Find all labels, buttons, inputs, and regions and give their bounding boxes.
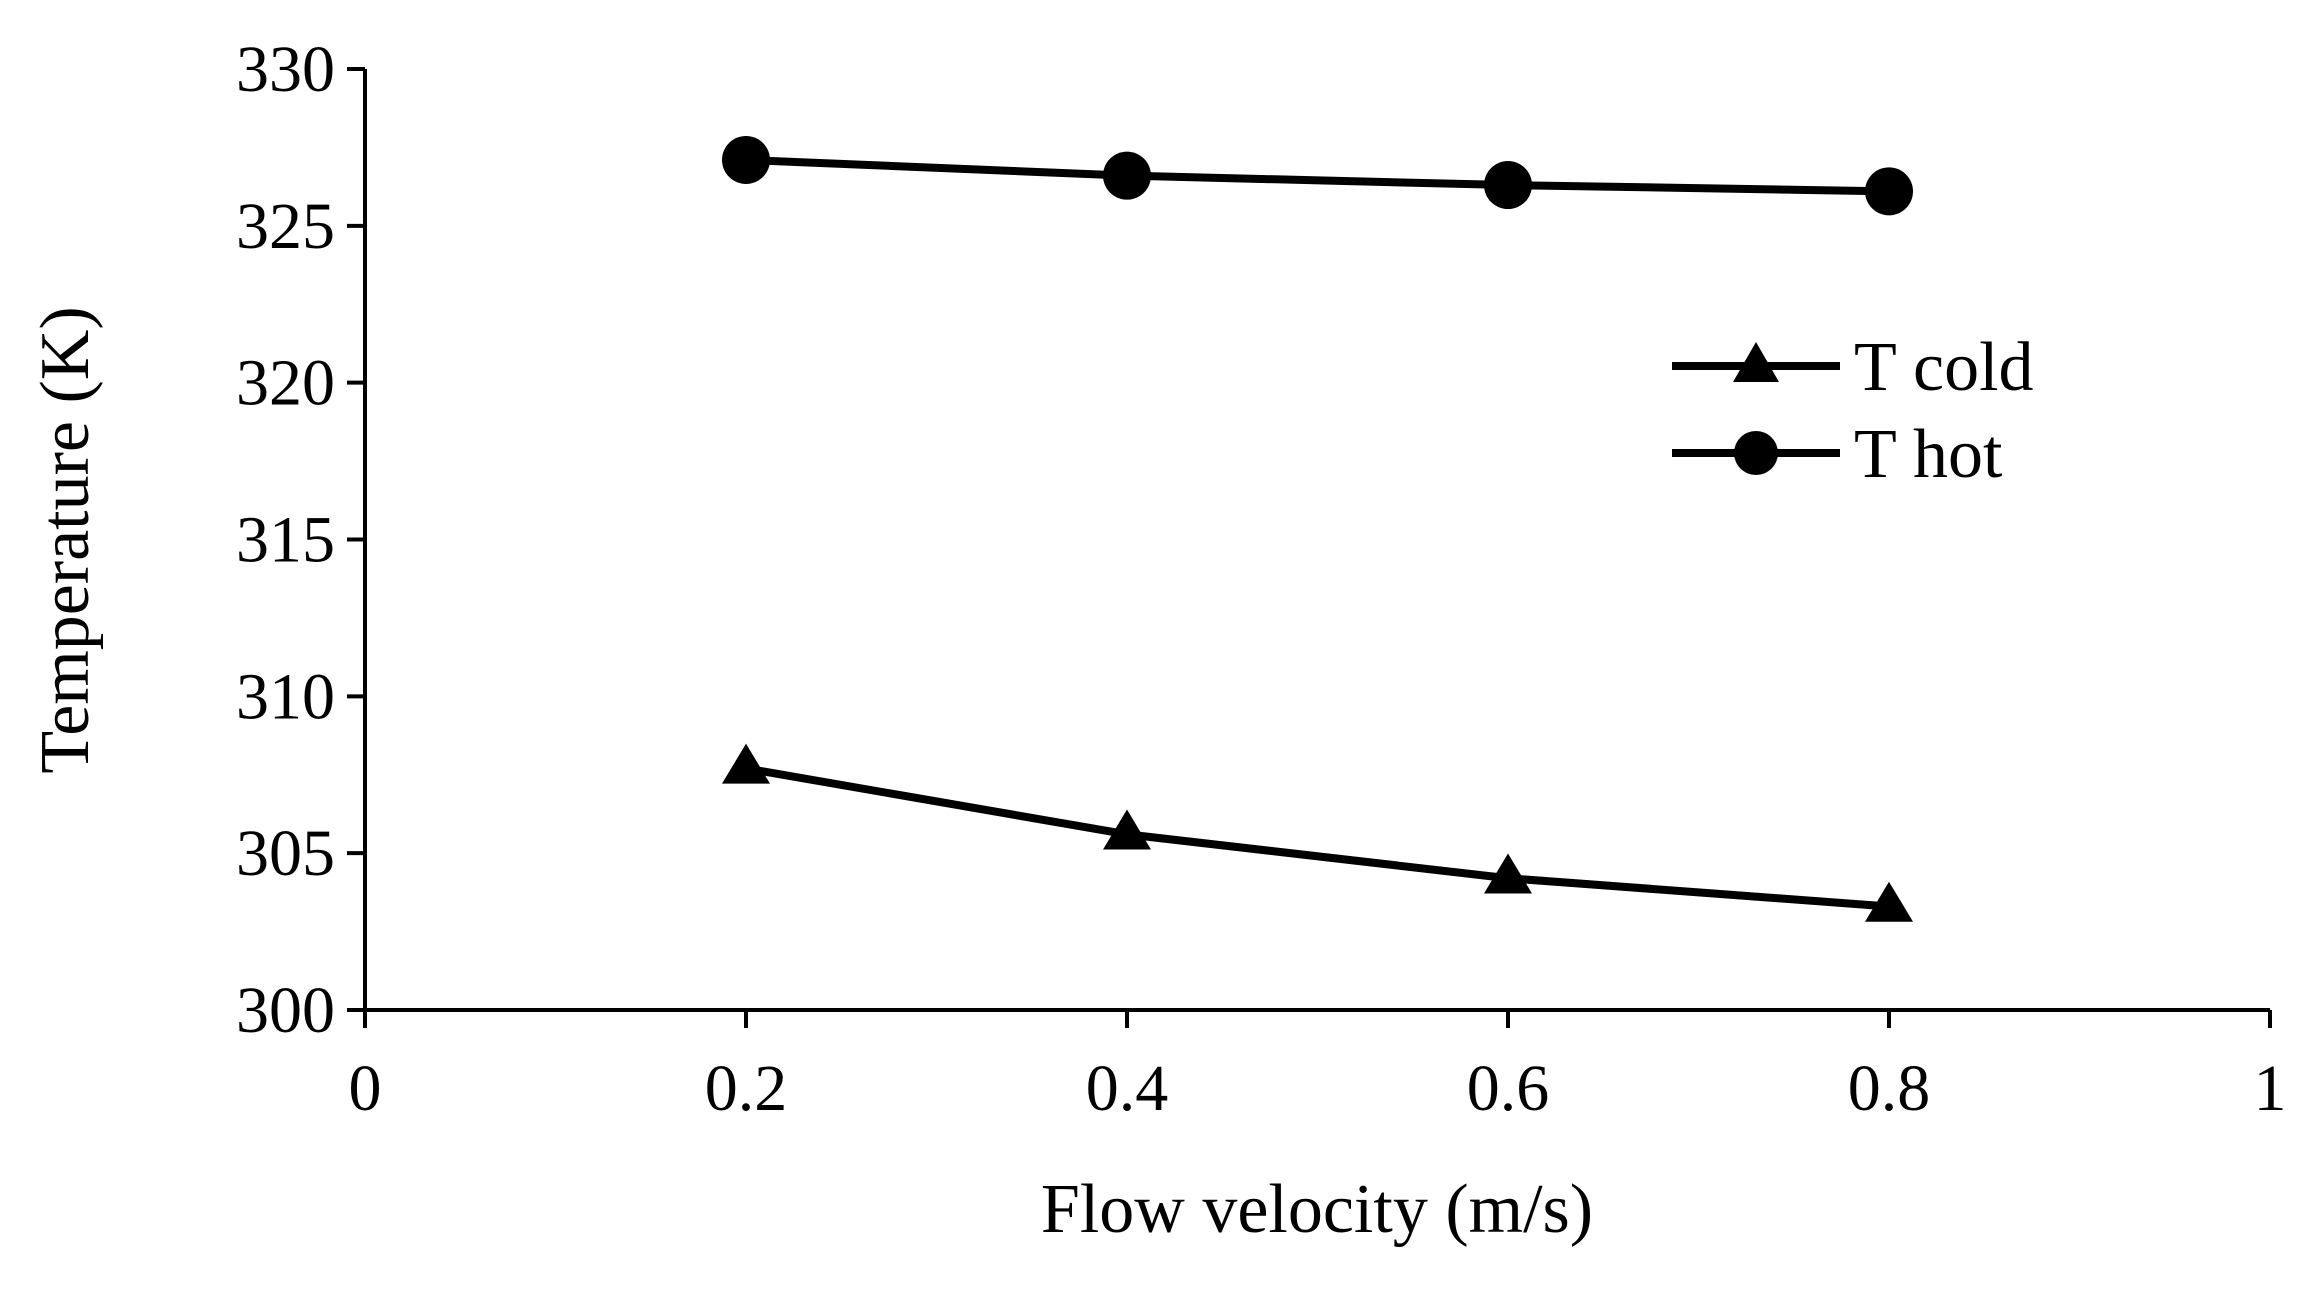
series-line-t-hot (742, 155, 1893, 196)
x-tick-label: 0.8 (1848, 1052, 1931, 1125)
data-point-t-hot (722, 135, 770, 184)
x-tick-label: 0 (349, 1052, 382, 1125)
series-line-t-cold (742, 764, 1893, 911)
axes (363, 69, 2270, 1012)
data-point-t-hot (1103, 151, 1151, 200)
legend: T cold T hot (1672, 329, 2034, 493)
legend-marker-circle (1734, 431, 1778, 475)
data-point-t-cold (1103, 809, 1151, 850)
x-tick-label: 0.2 (705, 1052, 788, 1125)
series-t-hot (722, 135, 1913, 216)
series-t-cold (722, 743, 1913, 922)
y-tick-label: 310 (236, 660, 335, 733)
data-point-t-cold (1484, 853, 1532, 894)
legend-item-t-hot: T hot (1672, 416, 2003, 493)
legend-label-t-cold: T cold (1854, 329, 2034, 406)
data-point-t-cold (722, 743, 770, 784)
x-tick-label: 0.6 (1467, 1052, 1550, 1125)
x-tick-label: 1 (2254, 1052, 2287, 1125)
y-ticks: 300 305 310 315 320 325 330 (236, 33, 365, 1047)
y-tick-label: 325 (236, 190, 335, 263)
data-point-t-cold (1865, 881, 1913, 922)
data-point-t-hot (1484, 161, 1532, 210)
legend-label-t-hot: T hot (1854, 416, 2003, 493)
y-tick-label: 305 (236, 817, 335, 890)
y-tick-label: 330 (236, 33, 335, 106)
series-layer (722, 135, 1913, 922)
y-tick-label: 300 (236, 974, 335, 1047)
x-tick-label: 0.4 (1086, 1052, 1169, 1125)
legend-marker-triangle (1733, 342, 1779, 382)
data-point-t-hot (1865, 167, 1913, 216)
y-tick-label: 315 (236, 504, 335, 577)
x-axis-title: Flow velocity (m/s) (1041, 1171, 1593, 1248)
y-axis-title: Temperature (K) (27, 306, 104, 773)
legend-item-t-cold: T cold (1672, 329, 2034, 406)
x-ticks: 0 0.2 0.4 0.6 0.8 1 (349, 1010, 2287, 1125)
y-tick-label: 320 (236, 347, 335, 420)
